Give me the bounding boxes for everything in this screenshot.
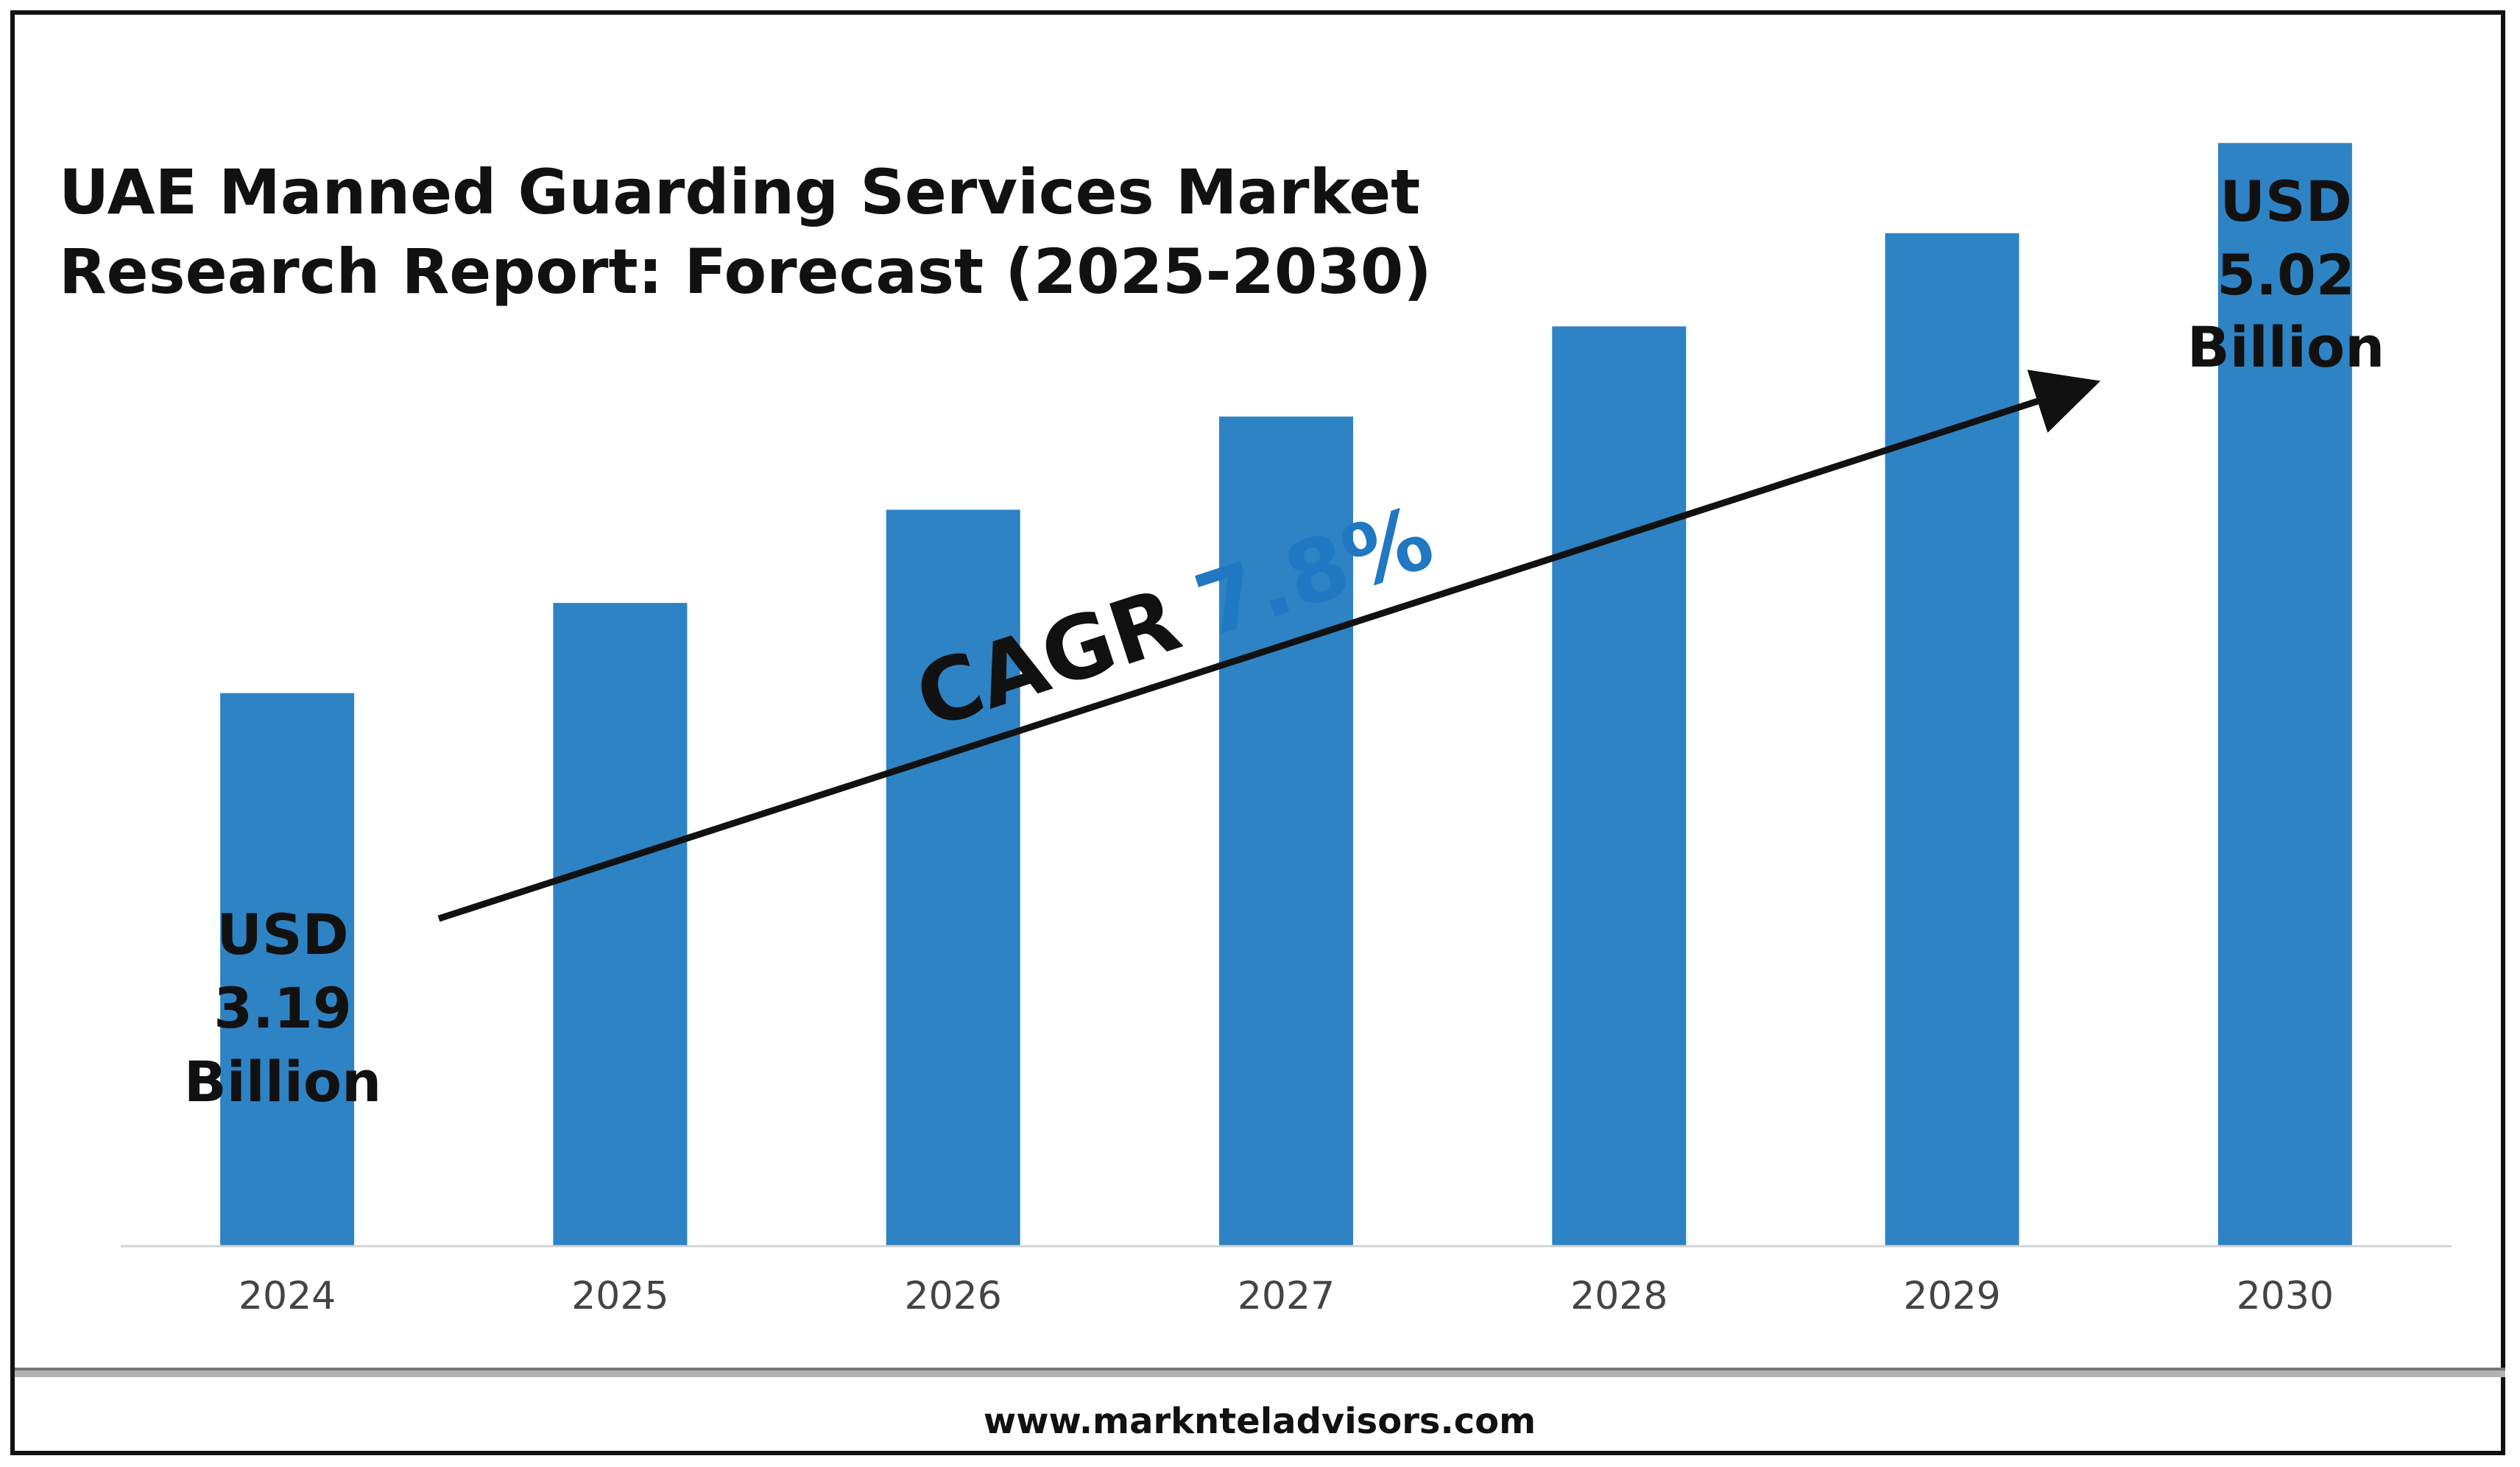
chart-title-line-2: Research Report: Forecast (2025-2030) — [59, 236, 1432, 308]
x-tick-label-2029: 2029 — [1903, 1274, 2000, 1318]
bar-2028 — [1552, 326, 1687, 1246]
start-label-unit: Billion — [184, 1049, 381, 1114]
bar-2026 — [886, 509, 1020, 1246]
bars-group — [220, 143, 2352, 1246]
x-tick-label-2027: 2027 — [1238, 1274, 1335, 1318]
x-tick-label-2025: 2025 — [571, 1274, 668, 1318]
x-tick-labels: 2024 2025 2026 2027 2028 2029 2030 — [239, 1274, 2334, 1318]
end-value-label: USD 5.02 Billion — [2187, 169, 2385, 380]
bar-2030 — [2217, 143, 2352, 1246]
end-label-currency: USD — [2220, 169, 2352, 234]
bar-2025 — [553, 603, 688, 1246]
start-label-value: 3.19 — [213, 975, 352, 1041]
x-tick-label-2026: 2026 — [905, 1274, 1002, 1318]
chart-title-line-1: UAE Manned Guarding Services Market — [59, 156, 1420, 228]
start-label-currency: USD — [216, 902, 349, 967]
bar-2024 — [220, 693, 355, 1246]
x-tick-label-2028: 2028 — [1570, 1274, 1667, 1318]
end-label-value: 5.02 — [2217, 242, 2355, 308]
bar-2029 — [1885, 233, 2019, 1246]
start-value-label: USD 3.19 Billion — [184, 902, 381, 1114]
x-tick-label-2024: 2024 — [239, 1274, 336, 1318]
footer-url: www.marknteladvisors.com — [984, 1401, 1536, 1442]
end-label-unit: Billion — [2187, 314, 2385, 380]
x-tick-label-2030: 2030 — [2237, 1274, 2334, 1318]
cagr-arrow — [437, 370, 2101, 922]
bar-2027 — [1219, 416, 1353, 1246]
